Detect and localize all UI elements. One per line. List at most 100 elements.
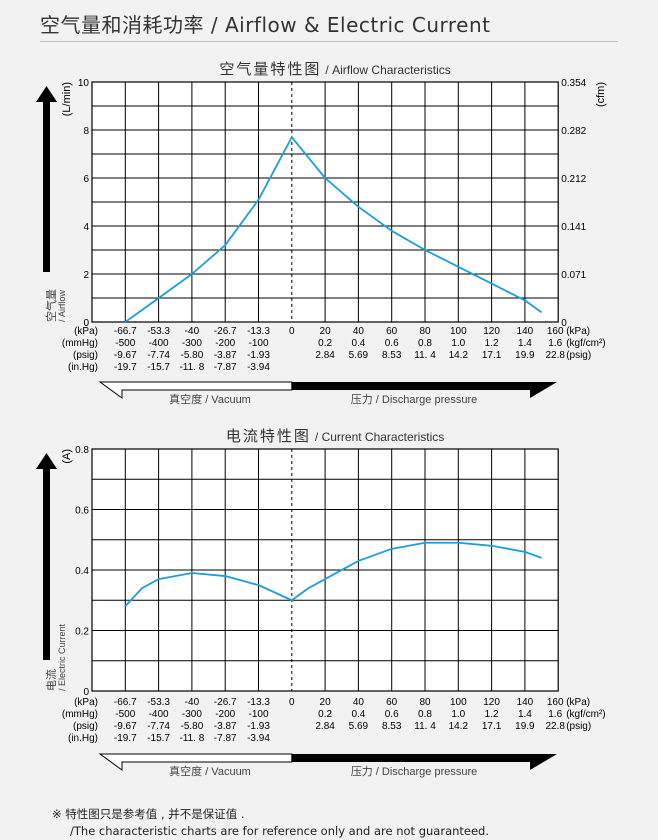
x-tick-pressure: 0.6	[385, 709, 399, 720]
x-tick-vacuum: -9.67	[114, 721, 137, 732]
x-row-unit: (mmHg)	[62, 338, 98, 349]
x-tick-kpa: -13.3	[247, 326, 270, 337]
x-tick-pressure: 14.2	[449, 721, 469, 732]
x-tick-pressure: 19.9	[515, 721, 535, 732]
x-row-unit-right: (kgf/cm²)	[566, 709, 605, 720]
x-tick-vacuum: -500	[115, 338, 135, 349]
pressure-arrow	[291, 754, 557, 770]
y-tick-label: 4	[83, 222, 89, 233]
pressure-label: 压力 / Discharge pressure	[351, 393, 478, 406]
x-tick-vacuum: -11. 8	[179, 362, 204, 373]
x-tick-pressure: 0.8	[418, 338, 432, 349]
x-tick-vacuum: -7.87	[214, 362, 237, 373]
footnote-cn: ※ 特性图只是参考值 , 并不是保证值 .	[52, 807, 245, 821]
x-tick-vacuum: -1.93	[247, 350, 270, 361]
x-tick-kpa: 80	[419, 326, 431, 337]
vacuum-arrow	[98, 381, 293, 399]
chart-title-cn: 电流特性图	[226, 428, 311, 445]
chart-title-cn: 空气量特性图	[219, 61, 321, 78]
axis-caption-cn: 空气量	[44, 289, 58, 322]
axis-caption-en: / Airflow	[57, 289, 67, 322]
x-tick-pressure: 22.8	[545, 721, 565, 732]
x-tick-kpa: 0	[289, 326, 295, 337]
pressure-arrow	[291, 382, 557, 398]
vacuum-label: 真空度 / Vacuum	[169, 764, 251, 778]
vacuum-label: 真空度 / Vacuum	[169, 392, 251, 406]
x-tick-pressure: 0.4	[351, 338, 365, 349]
x-tick-vacuum: -300	[182, 338, 202, 349]
page-title: 空气量和消耗功率 / Airflow & Electric Current	[40, 13, 491, 37]
x-tick-vacuum: -5.80	[181, 350, 204, 361]
axis-caption: 电流/ Electric Current	[44, 623, 67, 691]
x-row-unit: (in.Hg)	[68, 362, 98, 373]
x-tick-pressure: 0.4	[351, 709, 365, 720]
x-row-unit-right: (kPa)	[566, 326, 590, 337]
y-tick-label-right: 0.282	[561, 126, 586, 137]
x-tick-vacuum: -3.94	[247, 362, 270, 373]
x-tick-kpa: -26.7	[214, 326, 237, 337]
x-tick-kpa: 80	[419, 697, 431, 708]
y-tick-label-right: 0	[561, 318, 567, 329]
x-tick-kpa: -53.3	[147, 326, 170, 337]
chart-title: 电流特性图 / Current Characteristics	[226, 428, 444, 445]
x-tick-vacuum: -9.67	[114, 350, 137, 361]
x-tick-pressure: 0.8	[418, 709, 432, 720]
y-tick-label-right: 0.212	[561, 174, 586, 185]
x-tick-pressure: 5.69	[349, 350, 369, 361]
x-tick-kpa: 140	[517, 697, 534, 708]
y-tick-label: 10	[78, 78, 90, 89]
y-tick-label: 6	[83, 174, 89, 185]
x-tick-kpa: 20	[320, 697, 332, 708]
y-tick-label: 0.4	[75, 566, 89, 577]
x-tick-vacuum: -7.74	[147, 350, 170, 361]
x-tick-kpa: -13.3	[247, 697, 270, 708]
footnote-en: /The characteristic charts are for refer…	[70, 824, 490, 838]
y-tick-label: 2	[83, 270, 89, 281]
x-tick-kpa: 140	[517, 326, 534, 337]
chart-current: 电流特性图 / Current Characteristics 0 0.2 0.4 0.6…	[36, 428, 606, 778]
x-row-unit-right: (kgf/cm²)	[566, 338, 605, 349]
x-tick-kpa: 0	[289, 697, 295, 708]
x-tick-kpa: -66.7	[114, 326, 137, 337]
x-tick-pressure: 2.84	[315, 350, 335, 361]
x-tick-pressure: 1.2	[485, 709, 499, 720]
x-tick-kpa: 40	[353, 326, 365, 337]
vacuum-arrow	[98, 753, 293, 771]
x-tick-pressure: 1.6	[548, 709, 562, 720]
title-divider	[40, 41, 618, 42]
x-tick-kpa: 60	[386, 326, 398, 337]
series-line-current	[124, 541, 542, 607]
x-tick-kpa: 160	[547, 326, 564, 337]
chart-airflow: 空气量特性图 / Airflow Characteristics024681000…	[36, 61, 607, 406]
x-tick-kpa: -40	[185, 326, 200, 337]
y-axis-unit-right: (cfm)	[595, 82, 607, 107]
x-tick-pressure: 1.4	[518, 709, 532, 720]
pressure-label: 压力 / Discharge pressure	[351, 765, 478, 778]
x-tick-vacuum: -3.87	[214, 350, 237, 361]
y-axis-unit: (A)	[61, 449, 73, 464]
x-tick-kpa: 60	[386, 697, 398, 708]
x-tick-kpa: 100	[450, 326, 467, 337]
chart-title: 空气量特性图 / Airflow Characteristics	[219, 61, 450, 78]
x-row-unit: (in.Hg)	[68, 733, 98, 744]
footnote: ※ 特性图只是参考值 , 并不是保证值 . /The characteristi…	[52, 806, 489, 840]
y-tick-label-right: 0.354	[561, 78, 586, 89]
x-tick-vacuum: -1.93	[247, 721, 270, 732]
chart-title-en: / Current Characteristics	[315, 430, 444, 444]
x-tick-kpa: -40	[185, 697, 200, 708]
x-tick-kpa: 40	[353, 697, 365, 708]
x-tick-pressure: 1.2	[485, 338, 499, 349]
x-tick-vacuum: -300	[182, 709, 202, 720]
x-tick-pressure: 0.2	[318, 338, 332, 349]
x-tick-kpa: -66.7	[114, 697, 137, 708]
x-tick-kpa: -53.3	[147, 697, 170, 708]
x-tick-pressure: 5.69	[349, 721, 369, 732]
chart-title-en: / Airflow Characteristics	[325, 63, 450, 77]
x-tick-pressure: 0.2	[318, 709, 332, 720]
x-row-unit: (kPa)	[74, 697, 98, 708]
x-tick-pressure: 8.53	[382, 721, 402, 732]
x-tick-kpa: 120	[483, 697, 500, 708]
x-tick-vacuum: -15.7	[147, 362, 170, 373]
x-tick-vacuum: -19.7	[114, 733, 137, 744]
